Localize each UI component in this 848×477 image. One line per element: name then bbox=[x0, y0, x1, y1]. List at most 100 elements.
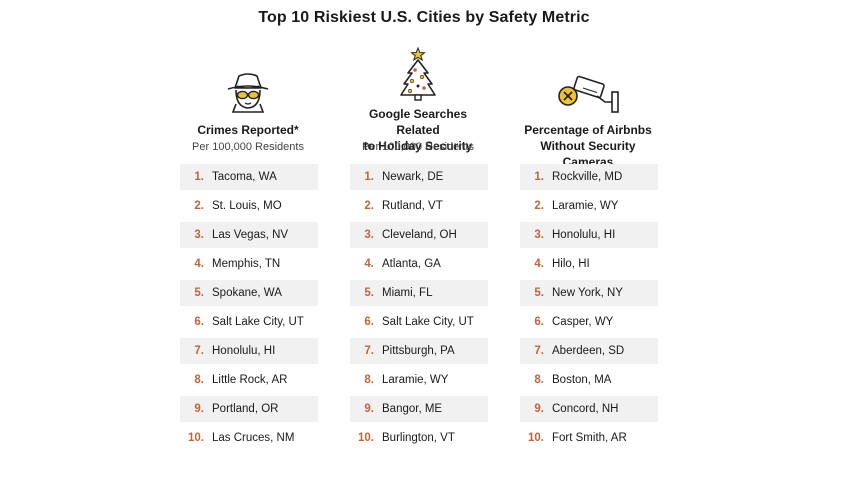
list-item: 3. Honolulu, HI bbox=[520, 222, 658, 248]
rank-number: 9. bbox=[364, 403, 374, 415]
city-name: Cleveland, OH bbox=[382, 229, 457, 241]
city-name: Rockville, MD bbox=[552, 171, 623, 183]
ranking-list: 1. Rockville, MD 2. Laramie, WY 3. Honolulu… bbox=[520, 164, 658, 454]
heading-line: Percentage of Airbnbs bbox=[524, 123, 652, 137]
heading-line: Google Searches Related bbox=[368, 107, 468, 137]
city-name: Rutland, VT bbox=[382, 200, 443, 212]
city-name: Las Vegas, NV bbox=[212, 229, 289, 241]
list-item: 2. Rutland, VT bbox=[350, 193, 488, 219]
rank-number: 8. bbox=[364, 374, 374, 386]
city-name: Salt Lake City, UT bbox=[382, 316, 474, 328]
city-name: Bangor, ME bbox=[382, 403, 443, 415]
city-name: Salt Lake City, UT bbox=[212, 316, 304, 328]
city-name: Burlington, VT bbox=[382, 432, 455, 444]
security-camera-icon bbox=[518, 72, 658, 122]
list-item: 8. Boston, MA bbox=[520, 367, 658, 393]
city-name: Boston, MA bbox=[552, 374, 612, 386]
rank-number: 10. bbox=[188, 432, 204, 444]
column-heading: Percentage of Airbnbs Without Security C… bbox=[518, 122, 658, 170]
list-item: 4. Atlanta, GA bbox=[350, 251, 488, 277]
rank-number: 5. bbox=[534, 287, 544, 299]
rank-number: 9. bbox=[534, 403, 544, 415]
list-item: 5. New York, NY bbox=[520, 280, 658, 306]
list-item: 9. Concord, NH bbox=[520, 396, 658, 422]
rank-number: 7. bbox=[194, 345, 204, 357]
rank-number: 3. bbox=[194, 229, 204, 241]
list-item: 2. St. Louis, MO bbox=[180, 193, 318, 219]
rank-number: 5. bbox=[364, 287, 374, 299]
rank-number: 10. bbox=[528, 432, 544, 444]
list-item: 1. Tacoma, WA bbox=[180, 164, 318, 190]
rank-number: 1. bbox=[534, 171, 544, 183]
rank-number: 8. bbox=[194, 374, 204, 386]
rank-number: 10. bbox=[358, 432, 374, 444]
rank-number: 8. bbox=[534, 374, 544, 386]
rank-number: 6. bbox=[194, 316, 204, 328]
city-name: Memphis, TN bbox=[212, 258, 281, 270]
list-item: 4. Hilo, HI bbox=[520, 251, 658, 277]
city-name: Tacoma, WA bbox=[212, 171, 277, 183]
list-item: 6. Salt Lake City, UT bbox=[350, 309, 488, 335]
rank-number: 2. bbox=[194, 200, 204, 212]
city-name: Newark, DE bbox=[382, 171, 444, 183]
rank-number: 7. bbox=[534, 345, 544, 357]
rank-number: 5. bbox=[194, 287, 204, 299]
city-name: Little Rock, AR bbox=[212, 374, 288, 386]
city-name: Laramie, WY bbox=[382, 374, 449, 386]
rank-number: 2. bbox=[364, 200, 374, 212]
rank-number: 3. bbox=[364, 229, 374, 241]
rank-number: 7. bbox=[364, 345, 374, 357]
list-item: 1. Rockville, MD bbox=[520, 164, 658, 190]
christmas-tree-icon bbox=[348, 46, 488, 101]
city-name: Aberdeen, SD bbox=[552, 345, 625, 357]
city-name: Spokane, WA bbox=[212, 287, 282, 299]
list-item: 2. Laramie, WY bbox=[520, 193, 658, 219]
list-item: 5. Miami, FL bbox=[350, 280, 488, 306]
rank-number: 1. bbox=[364, 171, 374, 183]
rank-number: 2. bbox=[534, 200, 544, 212]
city-name: Fort Smith, AR bbox=[552, 432, 627, 444]
list-item: 6. Casper, WY bbox=[520, 309, 658, 335]
city-name: Pittsburgh, PA bbox=[382, 345, 455, 357]
ranking-list: 1. Newark, DE 2. Rutland, VT 3. Cleveland, … bbox=[350, 164, 488, 454]
rank-number: 9. bbox=[194, 403, 204, 415]
city-name: Casper, WY bbox=[552, 316, 614, 328]
list-item: 7. Aberdeen, SD bbox=[520, 338, 658, 364]
list-item: 8. Laramie, WY bbox=[350, 367, 488, 393]
list-item: 1. Newark, DE bbox=[350, 164, 488, 190]
rank-number: 4. bbox=[534, 258, 544, 270]
list-item: 5. Spokane, WA bbox=[180, 280, 318, 306]
list-item: 3. Las Vegas, NV bbox=[180, 222, 318, 248]
city-name: Laramie, WY bbox=[552, 200, 619, 212]
rank-number: 6. bbox=[534, 316, 544, 328]
list-item: 4. Memphis, TN bbox=[180, 251, 318, 277]
column-heading: Google Searches Related to Holiday Secur… bbox=[348, 106, 488, 154]
list-item: 3. Cleveland, OH bbox=[350, 222, 488, 248]
heading-line: Crimes Reported* bbox=[197, 123, 299, 137]
list-item: 10. Burlington, VT bbox=[350, 425, 488, 451]
ranking-list: 1. Tacoma, WA 2. St. Louis, MO 3. Las Vegas… bbox=[180, 164, 318, 454]
city-name: Honolulu, HI bbox=[552, 229, 616, 241]
page-title: Top 10 Riskiest U.S. Cities by Safety Me… bbox=[258, 9, 590, 26]
column-subheading: Per 100,000 Residents bbox=[192, 141, 304, 153]
list-item: 7. Honolulu, HI bbox=[180, 338, 318, 364]
list-item: 8. Little Rock, AR bbox=[180, 367, 318, 393]
rank-number: 3. bbox=[534, 229, 544, 241]
heading-line: to Holiday Security bbox=[363, 139, 473, 153]
city-name: St. Louis, MO bbox=[212, 200, 282, 212]
list-item: 10. Las Cruces, NM bbox=[180, 425, 318, 451]
rank-number: 4. bbox=[194, 258, 204, 270]
city-name: Portland, OR bbox=[212, 403, 279, 415]
list-item: 9. Portland, OR bbox=[180, 396, 318, 422]
city-name: Miami, FL bbox=[382, 287, 433, 299]
list-item: 7. Pittsburgh, PA bbox=[350, 338, 488, 364]
column-subheading: Per 100,000 Residents bbox=[362, 141, 474, 153]
rank-number: 4. bbox=[364, 258, 374, 270]
rank-number: 6. bbox=[364, 316, 374, 328]
list-item: 6. Salt Lake City, UT bbox=[180, 309, 318, 335]
list-item: 9. Bangor, ME bbox=[350, 396, 488, 422]
list-item: 10. Fort Smith, AR bbox=[520, 425, 658, 451]
city-name: Concord, NH bbox=[552, 403, 619, 415]
city-name: Honolulu, HI bbox=[212, 345, 276, 357]
city-name: Las Cruces, NM bbox=[212, 432, 295, 444]
